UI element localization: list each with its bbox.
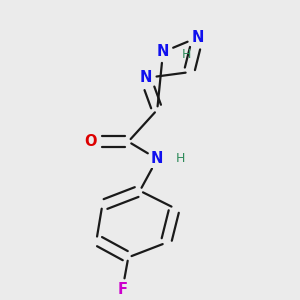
Text: H: H — [176, 152, 185, 166]
Text: F: F — [118, 282, 128, 297]
Text: N: N — [157, 44, 169, 59]
Text: H: H — [182, 48, 191, 61]
Text: N: N — [191, 30, 204, 45]
Text: O: O — [85, 134, 97, 149]
Text: N: N — [140, 70, 152, 86]
Text: N: N — [151, 152, 164, 166]
